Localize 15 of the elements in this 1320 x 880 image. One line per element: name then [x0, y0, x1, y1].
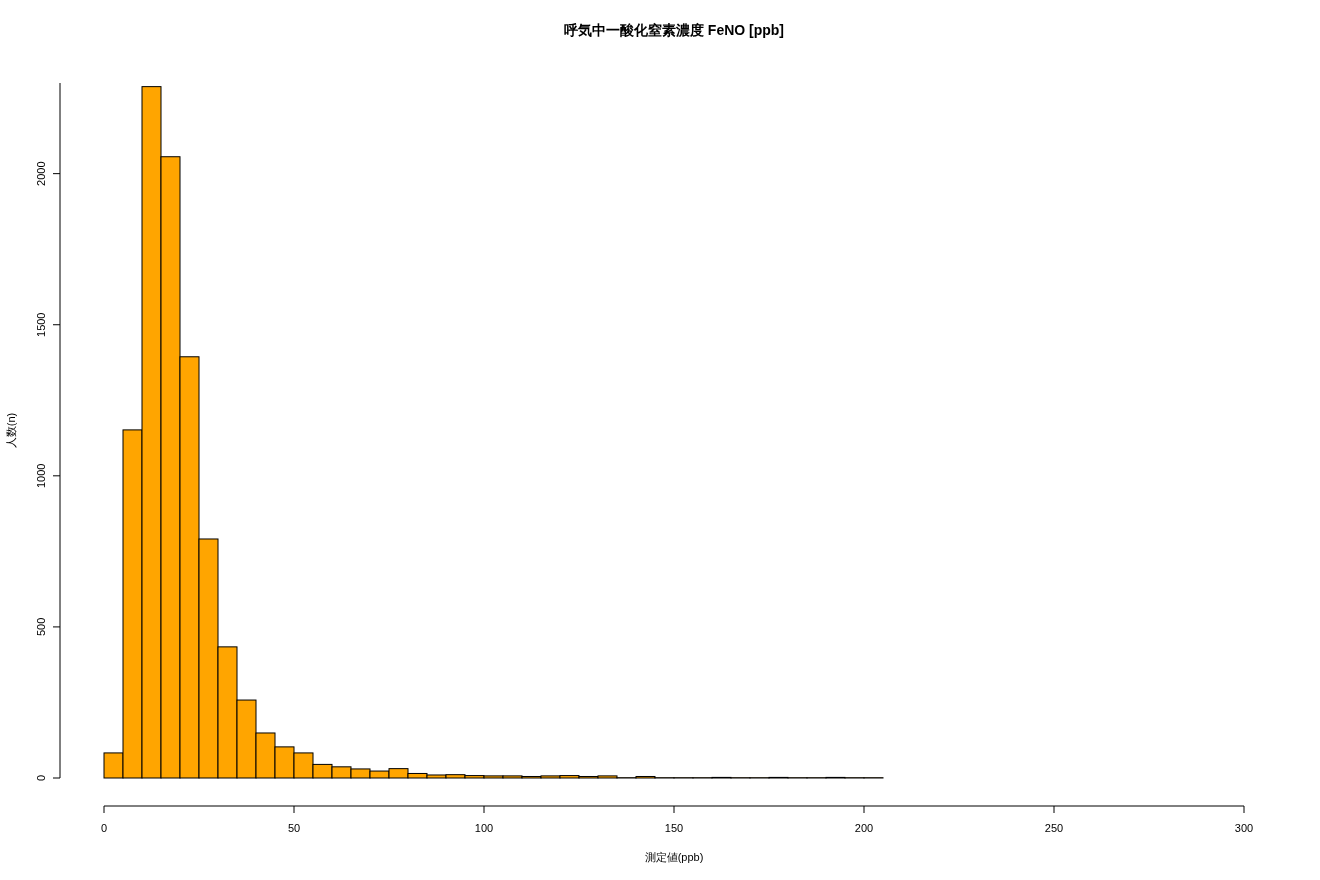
- y-tick-label: 2000: [34, 161, 47, 186]
- x-tick-label: 300: [1234, 822, 1254, 834]
- y-tick-label: 500: [34, 617, 47, 637]
- x-tick-label: 0: [100, 822, 108, 834]
- y-tick-label: 1000: [34, 463, 47, 489]
- y-tick-label: 1500: [34, 312, 47, 337]
- y-tick-label: 0: [34, 774, 47, 782]
- x-tick-label: 250: [1044, 822, 1064, 834]
- x-tick-label: 200: [854, 822, 874, 834]
- x-tick-label: 100: [474, 822, 494, 834]
- x-tick-label: 50: [287, 822, 301, 834]
- y-axis-title: 人数(n): [4, 412, 17, 449]
- chart-title: 呼気中一酸化窒素濃度 FeNO [ppb]: [563, 22, 785, 38]
- x-axis-title: 測定値(ppb): [644, 851, 704, 863]
- x-tick-label: 150: [664, 822, 684, 834]
